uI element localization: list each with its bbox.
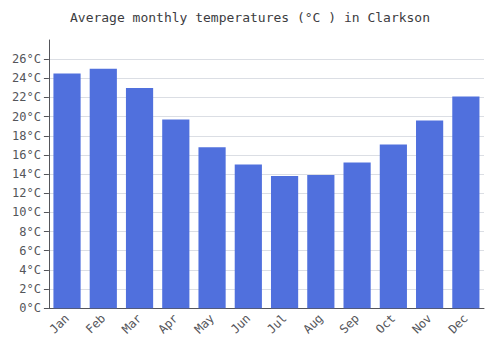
svg-text:4°C: 4°C [19,263,41,277]
svg-text:Aug: Aug [301,311,326,336]
svg-text:24°C: 24°C [12,71,41,85]
svg-text:18°C: 18°C [12,129,41,143]
svg-text:Jun: Jun [228,311,253,336]
svg-text:2°C: 2°C [19,282,41,296]
svg-text:Dec: Dec [446,311,471,336]
svg-text:Mar: Mar [119,311,144,336]
svg-text:20°C: 20°C [12,110,41,124]
svg-text:Jan: Jan [47,311,72,336]
svg-text:Nov: Nov [409,311,434,336]
svg-text:8°C: 8°C [19,225,41,239]
svg-text:May: May [192,311,217,336]
svg-text:Apr: Apr [156,311,181,336]
svg-text:6°C: 6°C [19,244,41,258]
svg-text:12°C: 12°C [12,186,41,200]
svg-text:16°C: 16°C [12,148,41,162]
svg-text:Sep: Sep [337,311,362,336]
svg-text:Oct: Oct [373,311,398,336]
svg-text:0°C: 0°C [19,301,41,315]
svg-text:Average monthly temperatures (: Average monthly temperatures (°C ) in Cl… [70,10,430,25]
svg-text:26°C: 26°C [12,52,41,66]
svg-text:Jul: Jul [264,311,289,336]
svg-text:14°C: 14°C [12,167,41,181]
svg-text:Feb: Feb [83,311,108,336]
svg-text:22°C: 22°C [12,90,41,104]
svg-text:10°C: 10°C [12,205,41,219]
